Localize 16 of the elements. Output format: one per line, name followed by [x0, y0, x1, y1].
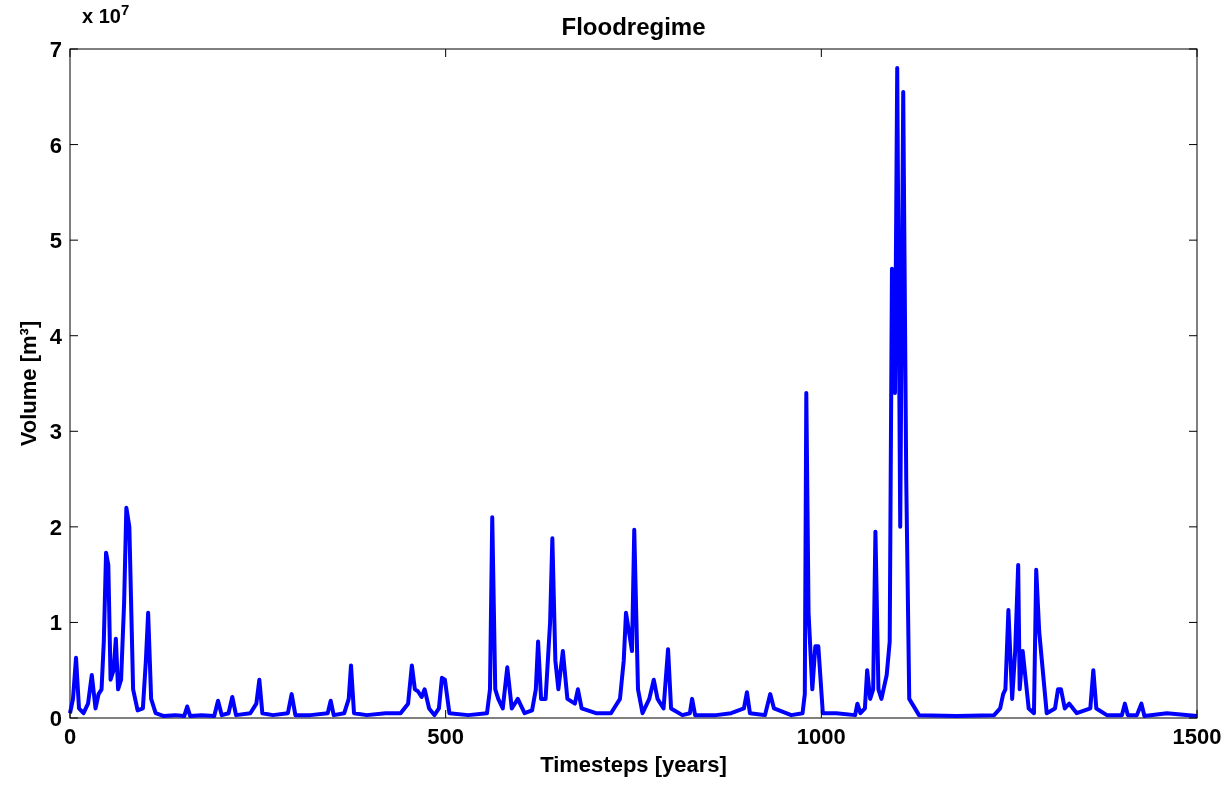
y-tick-label: 1 — [49, 610, 62, 636]
y-tick-label: 2 — [49, 514, 62, 540]
x-tick-label: 500 — [427, 724, 465, 749]
y-tick-label: 0 — [49, 706, 62, 731]
x-tick-label: 1500 — [1172, 724, 1222, 749]
y-tick-label: 6 — [49, 132, 62, 158]
chart-title: Floodregime — [561, 13, 706, 40]
x-tick-label: 1000 — [796, 724, 846, 749]
text: x 10$^{7}$ — [82, 0, 130, 27]
y-axis-title: Volume [m³] — [16, 320, 41, 447]
x-axis-title: Timesteps [years] — [540, 752, 727, 777]
y-tick-label: 3 — [49, 419, 62, 445]
y-tick-label: 4 — [49, 323, 63, 349]
y-tick-label: 7 — [49, 37, 62, 62]
line-series — [68, 66, 1199, 719]
y-tick-label: 5 — [49, 228, 62, 254]
